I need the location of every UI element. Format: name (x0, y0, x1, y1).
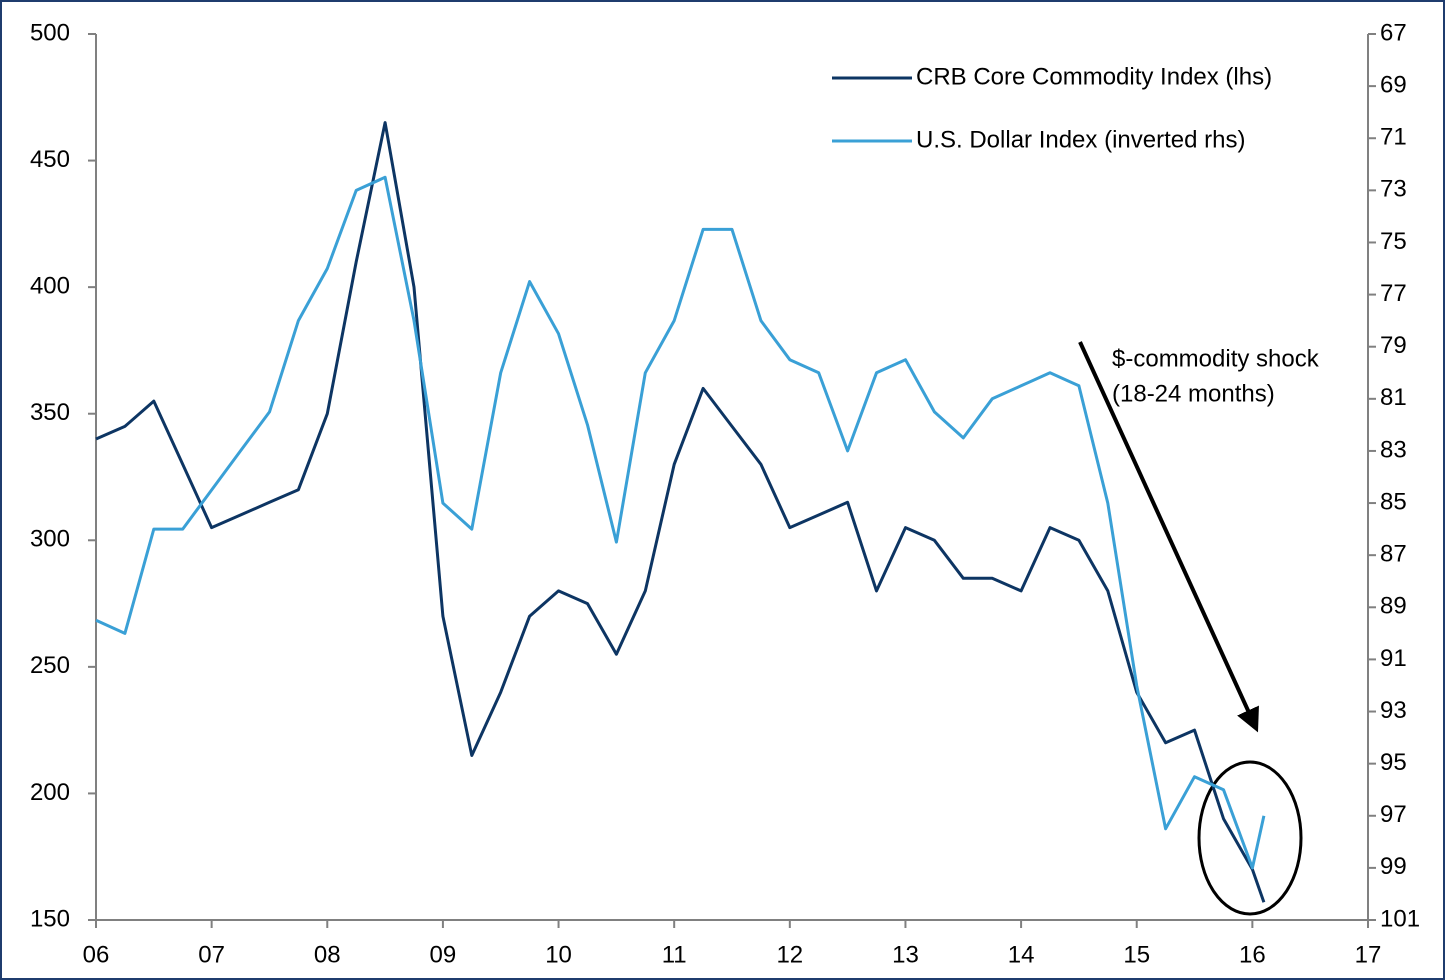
y2-tick-label: 87 (1380, 541, 1407, 568)
y-tick-label: 500 (30, 19, 70, 46)
y2-tick-label: 69 (1380, 71, 1407, 98)
y2-tick-label: 99 (1380, 853, 1407, 880)
x-tick-label: 13 (892, 941, 919, 968)
y2-tick-label: 93 (1380, 697, 1407, 724)
x-tick-label: 12 (776, 941, 803, 968)
y2-tick-label: 71 (1380, 124, 1407, 151)
x-tick-label: 16 (1239, 941, 1266, 968)
legend-label: CRB Core Commodity Index (lhs) (916, 63, 1272, 90)
legend-label: U.S. Dollar Index (inverted rhs) (916, 126, 1245, 153)
y2-tick-label: 91 (1380, 645, 1407, 672)
y2-tick-label: 75 (1380, 228, 1407, 255)
x-tick-label: 08 (314, 941, 341, 968)
y2-tick-label: 77 (1380, 280, 1407, 307)
y-tick-label: 450 (30, 146, 70, 173)
y2-tick-label: 89 (1380, 593, 1407, 620)
y2-tick-label: 85 (1380, 488, 1407, 515)
y2-tick-label: 79 (1380, 332, 1407, 359)
y2-tick-label: 101 (1380, 905, 1420, 932)
annotation: $-commodity shock (1112, 345, 1320, 372)
x-tick-label: 15 (1123, 941, 1150, 968)
y-tick-label: 200 (30, 779, 70, 806)
y-tick-label: 250 (30, 652, 70, 679)
x-tick-label: 11 (662, 941, 687, 968)
x-tick-label: 17 (1355, 941, 1382, 968)
y2-tick-label: 67 (1380, 19, 1407, 46)
x-tick-label: 14 (1008, 941, 1035, 968)
x-tick-label: 10 (545, 941, 572, 968)
series-line (95, 175, 1266, 870)
y2-tick-label: 81 (1380, 384, 1407, 411)
y2-tick-label: 97 (1380, 801, 1407, 828)
y2-tick-label: 73 (1380, 176, 1407, 203)
y2-tick-label: 83 (1380, 436, 1407, 463)
series-line (95, 121, 1266, 903)
x-tick-label: 06 (83, 941, 110, 968)
y-tick-label: 400 (30, 272, 70, 299)
annotation-ellipse (1197, 760, 1303, 916)
y-tick-label: 150 (30, 905, 70, 932)
annotation-arrow (1078, 341, 1259, 733)
y-tick-label: 300 (30, 526, 70, 553)
y-tick-label: 350 (30, 399, 70, 426)
annotation: (18-24 months) (1112, 380, 1275, 407)
x-tick-label: 09 (430, 941, 457, 968)
x-tick-label: 07 (198, 941, 225, 968)
y2-tick-label: 95 (1380, 749, 1407, 776)
